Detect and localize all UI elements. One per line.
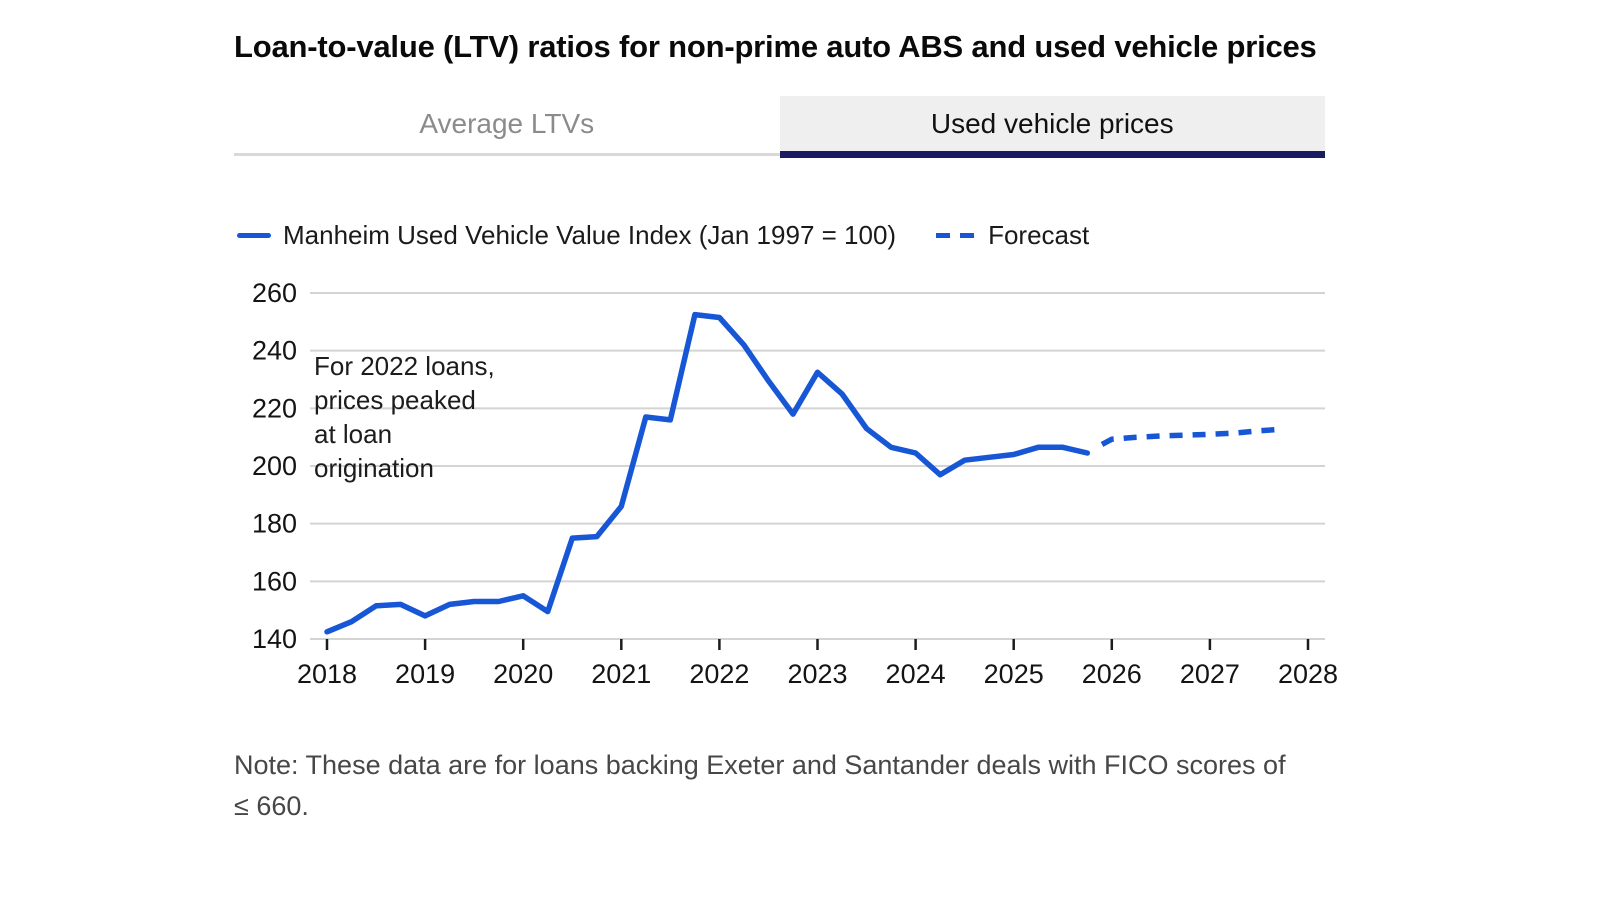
tab-average-ltvs[interactable]: Average LTVs xyxy=(234,96,780,158)
page: Loan-to-value (LTV) ratios for non-prime… xyxy=(234,0,1354,827)
y-axis-label: 180 xyxy=(252,509,297,539)
footnote-line: Note: These data are for loans backing E… xyxy=(234,750,1286,780)
x-axis-label: 2019 xyxy=(395,659,455,689)
chart-title: Loan-to-value (LTV) ratios for non-prime… xyxy=(234,29,1317,64)
dashed-line-swatch-icon xyxy=(936,233,977,238)
x-axis-label: 2022 xyxy=(689,659,749,689)
x-axis-label: 2021 xyxy=(591,659,651,689)
tab-bar: Average LTVs Used vehicle prices xyxy=(234,96,1325,158)
line-chart: 140 160 180 200 220 240 260 2018 2019 2020 2021 202… xyxy=(234,275,1350,695)
x-axis-label: 2025 xyxy=(984,659,1044,689)
footnote-line: ≤ 660. xyxy=(234,791,309,821)
x-axis-label: 2018 xyxy=(297,659,357,689)
tab-underline xyxy=(779,151,1325,158)
x-axis-label: 2026 xyxy=(1082,659,1142,689)
series-line-solid xyxy=(324,311,1091,635)
x-axis-label: 2024 xyxy=(886,659,946,689)
x-axis-label: 2027 xyxy=(1180,659,1240,689)
legend: Manheim Used Vehicle Value Index (Jan 19… xyxy=(237,220,1354,251)
annotation-line: prices peaked xyxy=(314,385,476,415)
x-axis-label: 2023 xyxy=(787,659,847,689)
footnote: Note: These data are for loans backing E… xyxy=(234,745,1344,827)
legend-item-forecast: Forecast xyxy=(936,220,1089,251)
tab-underline xyxy=(234,153,780,156)
y-axis-label: 220 xyxy=(252,393,297,423)
chart-svg: 140 160 180 200 220 240 260 2018 2019 2020 2021 202… xyxy=(252,278,1338,689)
y-axis-label: 240 xyxy=(252,336,297,366)
tab-used-vehicle-prices[interactable]: Used vehicle prices xyxy=(779,96,1325,158)
y-axis-label: 260 xyxy=(252,278,297,308)
annotation-line: at loan xyxy=(314,419,393,449)
y-axis-label: 140 xyxy=(252,624,297,654)
tab-label: Used vehicle prices xyxy=(930,107,1174,139)
legend-label: Forecast xyxy=(988,220,1090,250)
series-line-dashed xyxy=(1100,426,1284,447)
solid-line-swatch-icon xyxy=(237,233,271,238)
legend-item-manheim-index: Manheim Used Vehicle Value Index (Jan 19… xyxy=(237,220,896,251)
x-axis-label: 2028 xyxy=(1278,659,1338,689)
annotation-line: For 2022 loans, xyxy=(314,351,495,381)
chart-annotation: For 2022 loans, prices peaked at loan or… xyxy=(314,349,495,485)
y-axis-label: 160 xyxy=(252,566,297,596)
tab-label: Average LTVs xyxy=(419,107,595,139)
legend-label: Manheim Used Vehicle Value Index (Jan 19… xyxy=(283,220,897,250)
x-axis-label: 2020 xyxy=(493,659,553,689)
y-axis-label: 200 xyxy=(252,451,297,481)
annotation-line: origination xyxy=(314,453,434,483)
